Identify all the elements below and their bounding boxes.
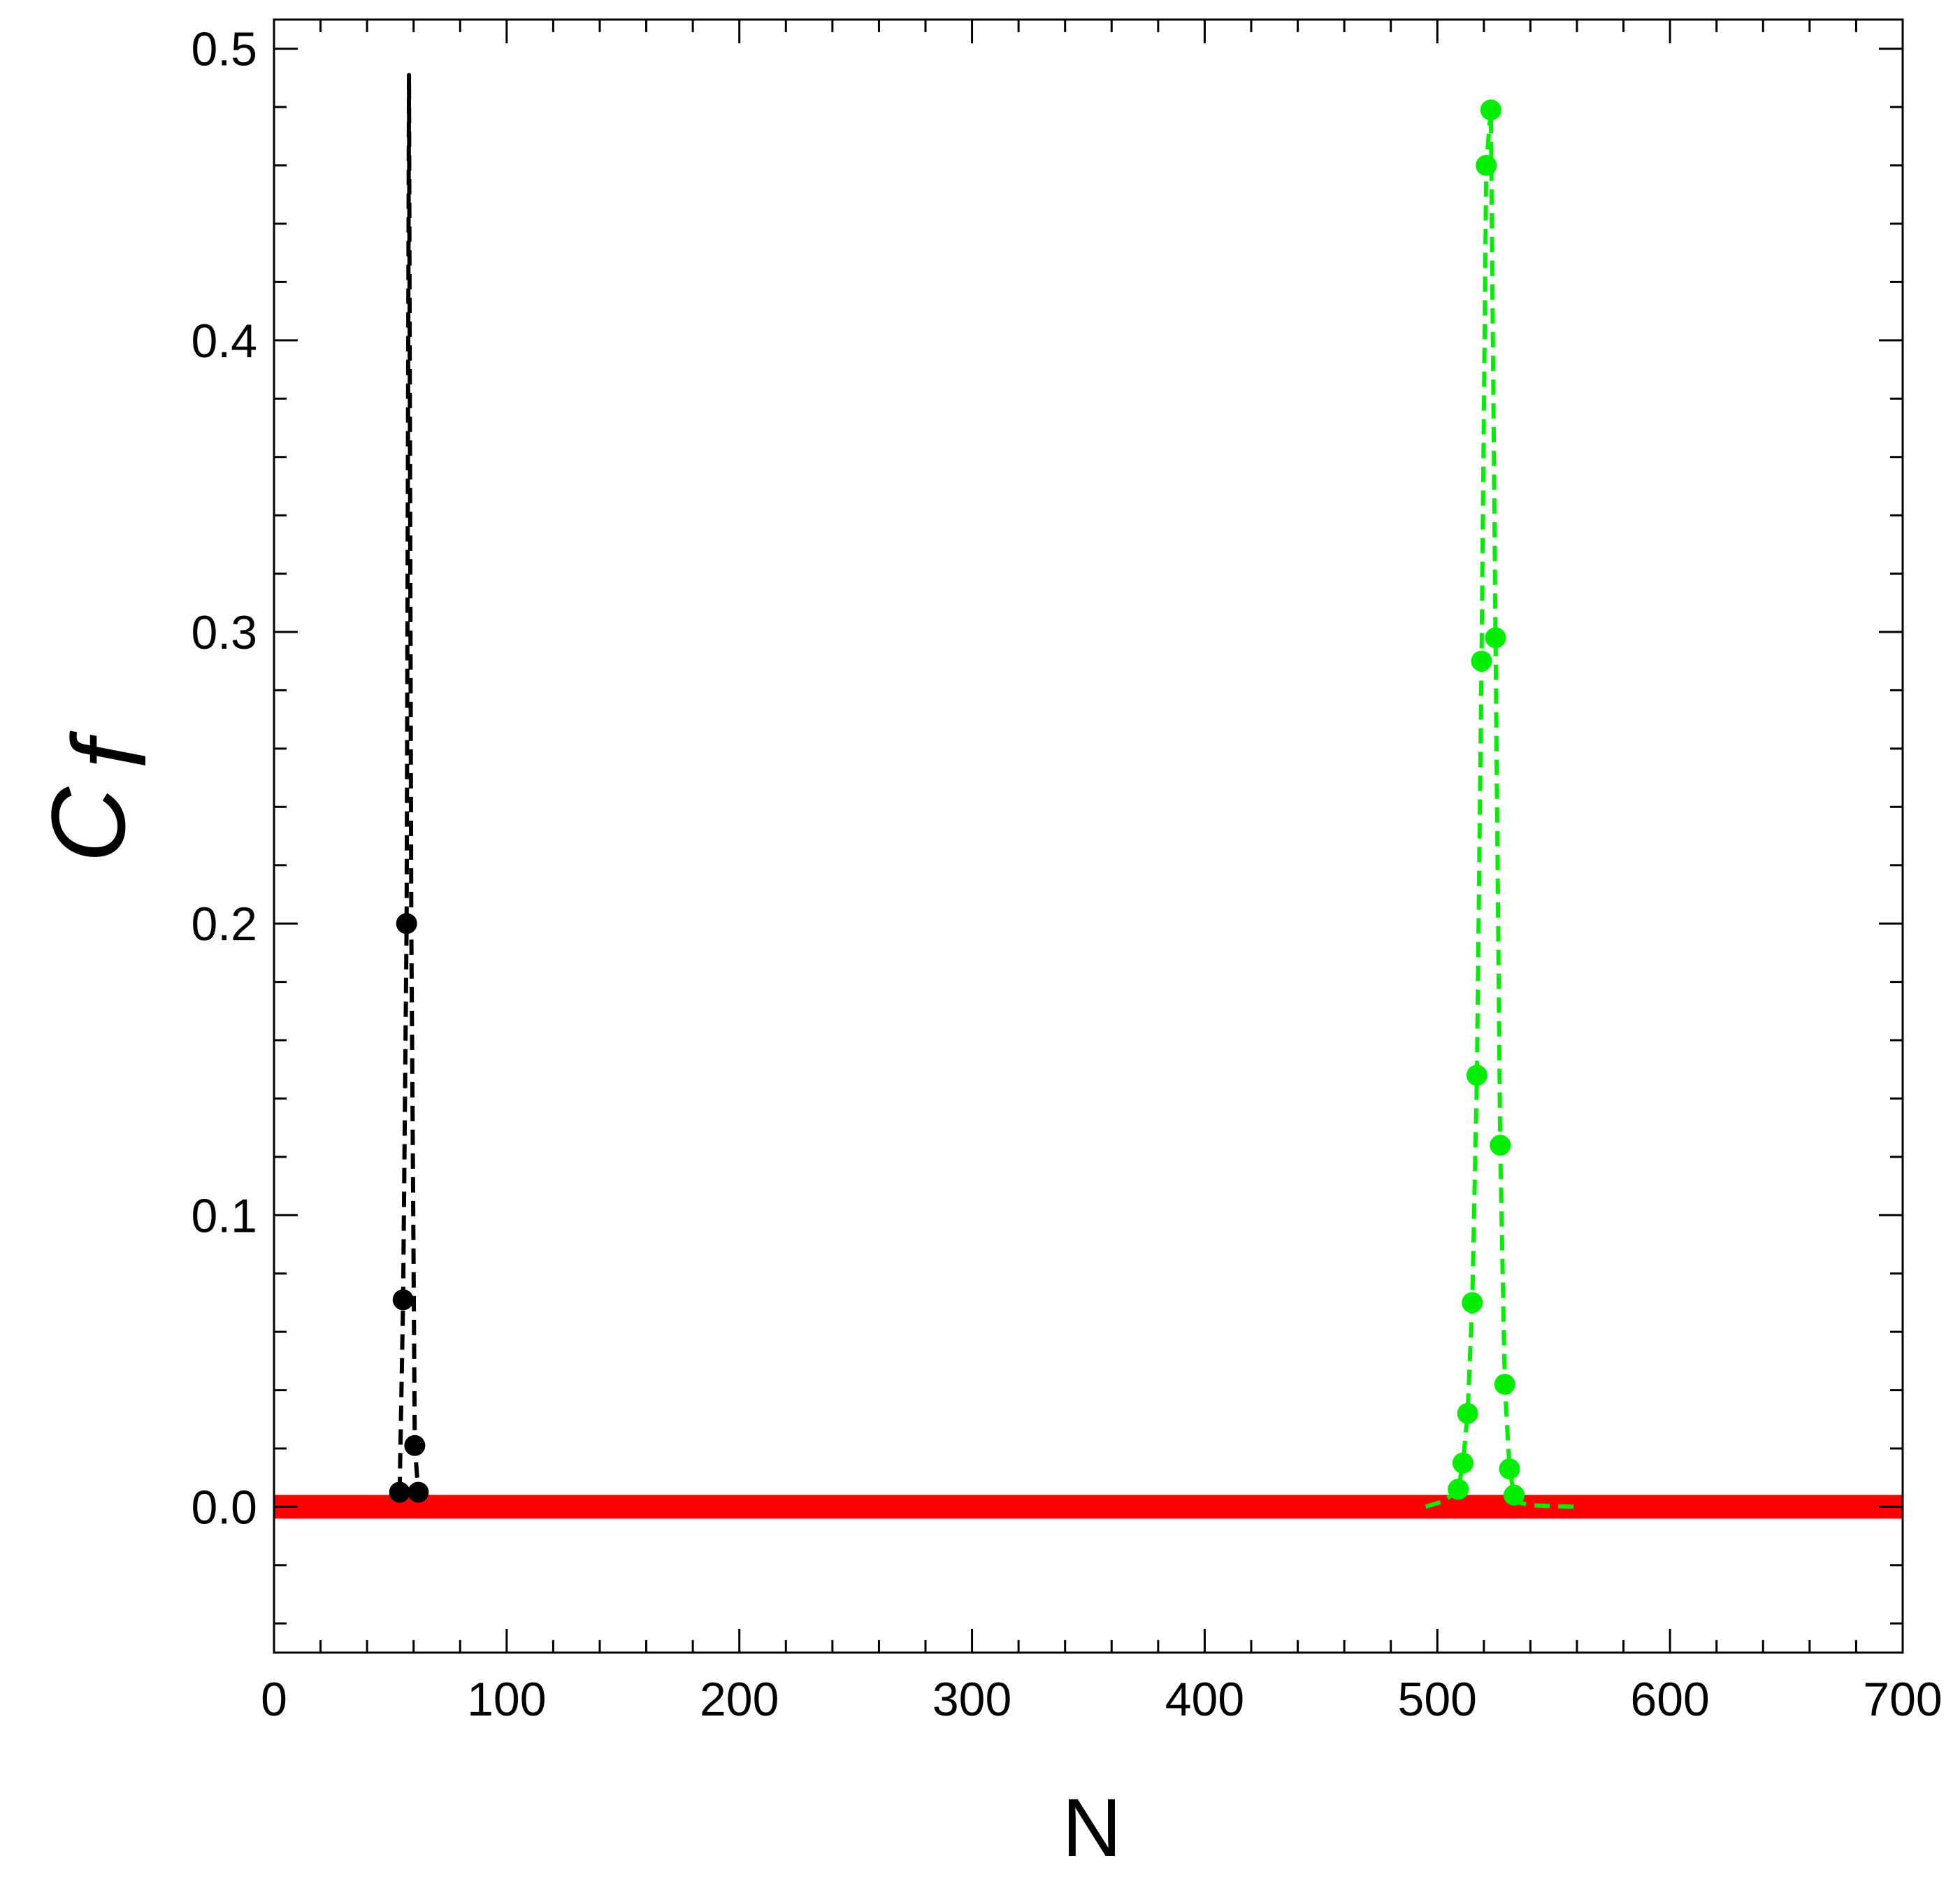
series-1-point <box>408 1481 429 1503</box>
x-tick-label: 200 <box>700 1673 779 1726</box>
x-tick-label: 700 <box>1863 1673 1942 1726</box>
y-tick-label: 0.5 <box>191 23 257 76</box>
series-2-point <box>1452 1452 1473 1474</box>
x-tick-label: 100 <box>467 1673 546 1726</box>
series-1-point <box>396 913 417 935</box>
series-2-point <box>1504 1484 1525 1506</box>
x-tick-label: 300 <box>932 1673 1011 1726</box>
y-tick-label: 0.3 <box>191 606 257 659</box>
x-axis-label: N <box>1062 1782 1121 1874</box>
y-axis-label: C f <box>29 731 168 863</box>
series-2-point <box>1490 1135 1511 1156</box>
x-tick-label: 400 <box>1165 1673 1244 1726</box>
axes-layer: 0 100 200 300 400 500 600 700 0.0 0.1 0.2 0.3 0.4 0.5 <box>191 18 1943 1726</box>
y-axis-label-main: C <box>29 786 147 863</box>
plot-frame <box>273 18 1904 1654</box>
x-tick-label: 500 <box>1398 1673 1477 1726</box>
series-2-point <box>1448 1479 1469 1500</box>
y-tick-label: 0.4 <box>191 315 257 368</box>
series-2-point <box>1471 650 1492 672</box>
series-1-point <box>389 1481 410 1503</box>
series-1-point <box>392 1289 414 1311</box>
x-tick-label: 0 <box>261 1673 287 1726</box>
y-tick-label: 0.0 <box>191 1481 257 1534</box>
series-2-point <box>1462 1292 1483 1314</box>
x-tick-label: 600 <box>1630 1673 1709 1726</box>
y-tick-label: 0.2 <box>191 898 257 951</box>
series-2-point <box>1494 1374 1515 1395</box>
plot-area <box>274 73 1903 1519</box>
series-2-point <box>1480 99 1501 121</box>
labels-layer: N C f <box>29 731 1122 1874</box>
series-1-point <box>404 1434 426 1456</box>
series-2-point <box>1499 1458 1520 1480</box>
series-layer <box>274 73 1903 1519</box>
series-2-point <box>1476 154 1497 176</box>
series-2-point <box>1485 627 1506 649</box>
series-2-point <box>1466 1065 1487 1086</box>
series-2-point <box>1457 1402 1478 1424</box>
y-tick-label: 0.1 <box>191 1189 257 1242</box>
